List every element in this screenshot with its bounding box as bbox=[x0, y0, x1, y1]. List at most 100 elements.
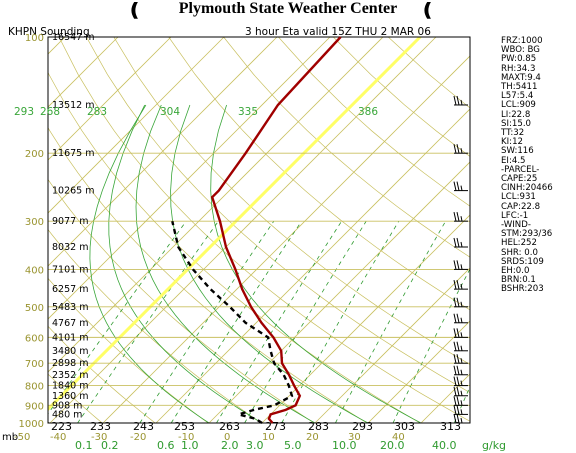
mixing-ratio-label: 1.0 bbox=[181, 439, 199, 452]
temperature-tick-label: -40 bbox=[50, 432, 66, 443]
index-line: WBO: BG bbox=[501, 45, 540, 56]
height-label: 3480 m bbox=[52, 346, 88, 357]
wind-barb bbox=[453, 297, 468, 308]
height-label: 4767 m bbox=[52, 318, 88, 329]
pressure-tick-label: 500 bbox=[25, 303, 44, 314]
valid-time-label: 3 hour Eta valid 15Z THU 2 MAR 06 bbox=[245, 26, 431, 38]
temperature-tick-label: -50 bbox=[14, 432, 30, 443]
height-label: 2898 m bbox=[52, 358, 88, 369]
isotherm-line bbox=[0, 37, 12, 423]
isotherm-line bbox=[367, 320, 470, 423]
height-label: 11675 m bbox=[52, 148, 95, 159]
dewpoint-line bbox=[171, 220, 294, 425]
dry-adiabat-line bbox=[113, 37, 470, 365]
theta-label: 335 bbox=[238, 106, 258, 118]
height-label: 1360 m bbox=[52, 391, 88, 402]
theta-label: 283 bbox=[87, 106, 107, 118]
isotherm-line bbox=[48, 37, 119, 108]
index-line: TH:5411 bbox=[501, 82, 538, 93]
temperature-line bbox=[210, 36, 342, 424]
wind-barb bbox=[453, 313, 468, 324]
wind-barb bbox=[453, 280, 468, 290]
height-label: 5483 m bbox=[52, 302, 88, 313]
index-line: MAXT:9.4 bbox=[501, 72, 541, 83]
isotherm-line bbox=[49, 37, 437, 423]
theta-bottom-label: 283 bbox=[308, 420, 329, 433]
pressure-tick-label: 1000 bbox=[19, 419, 44, 430]
theta-bottom-label: 273 bbox=[265, 420, 286, 433]
height-label: 8032 m bbox=[52, 242, 88, 253]
pressure-tick-label: 100 bbox=[25, 33, 44, 44]
index-line: STM:293/36 bbox=[501, 229, 553, 240]
moist-adiabat-line bbox=[135, 104, 316, 423]
pressure-tick-label: 800 bbox=[25, 382, 44, 393]
height-label: 13512 m bbox=[52, 100, 95, 111]
index-line: TT:32 bbox=[501, 128, 525, 139]
temperature-tick-label: 10 bbox=[262, 432, 275, 443]
temperature-tick-label: -10 bbox=[178, 432, 194, 443]
index-line: SRDS:109 bbox=[501, 256, 544, 267]
index-line: PW:0.85 bbox=[501, 54, 537, 65]
theta-bottom-label: 303 bbox=[394, 420, 415, 433]
height-label: 480 m bbox=[52, 409, 82, 420]
theta-label: 293 bbox=[14, 106, 34, 118]
index-line: EH:0.0 bbox=[501, 266, 530, 277]
dry-adiabat-line bbox=[86, 37, 470, 393]
wind-barb bbox=[453, 396, 468, 406]
height-label: 1840 m bbox=[52, 381, 88, 392]
theta-label: 304 bbox=[160, 106, 180, 118]
mixing-ratio-label: 0.1 bbox=[75, 439, 93, 452]
index-line: CAPE:25 bbox=[501, 174, 538, 185]
pressure-tick-label: 200 bbox=[25, 149, 44, 160]
height-label: 6257 m bbox=[52, 284, 88, 295]
wind-barb-layer bbox=[453, 95, 468, 424]
plot-area bbox=[0, 37, 470, 423]
wind-barb bbox=[453, 405, 468, 415]
mixing-ratio-line bbox=[77, 220, 219, 423]
index-line: HEL:252 bbox=[501, 238, 537, 249]
page-title: Plymouth State Weather Center bbox=[178, 0, 398, 17]
wind-barb bbox=[453, 95, 468, 106]
dry-adiabat-line bbox=[223, 37, 470, 258]
isotherm-line bbox=[48, 37, 384, 373]
index-line: LI:22.8 bbox=[501, 109, 531, 120]
theta-label: 386 bbox=[358, 106, 378, 118]
index-line: SHR: 0.0 bbox=[501, 247, 538, 258]
height-label: 2352 m bbox=[52, 370, 88, 381]
mixing-ratio-unit: g/kg bbox=[482, 439, 506, 452]
index-line: CINH:20466 bbox=[501, 183, 553, 194]
wind-barb bbox=[453, 354, 468, 364]
wind-barb bbox=[453, 260, 468, 270]
index-line: -PARCEL- bbox=[501, 164, 540, 175]
temperature-tick-label: 20 bbox=[306, 432, 319, 443]
wind-barb bbox=[453, 181, 468, 192]
wind-barb bbox=[453, 212, 468, 222]
height-label: 908 m bbox=[52, 400, 82, 411]
index-line: SI:15.0 bbox=[501, 118, 532, 129]
dry-adiabat-line bbox=[278, 37, 470, 207]
mixing-ratio-label: 10.0 bbox=[332, 439, 357, 452]
isotherm-line bbox=[261, 214, 470, 423]
isotherm-line bbox=[48, 37, 172, 161]
moist-adiabat-line bbox=[170, 104, 369, 423]
isotherm-line bbox=[314, 267, 470, 423]
index-line: -WIND- bbox=[501, 220, 531, 231]
dry-adiabat-line bbox=[58, 37, 470, 422]
left-flag-icon: ❪ bbox=[127, 0, 143, 20]
wind-barb bbox=[453, 341, 468, 352]
wind-barb bbox=[453, 144, 468, 154]
index-line: BRN:0.1 bbox=[501, 275, 536, 286]
theta-bottom-label: 243 bbox=[133, 420, 154, 433]
index-line: SW:116 bbox=[501, 146, 534, 157]
index-line: CAP:22.8 bbox=[501, 201, 541, 212]
theta-bottom-label: 223 bbox=[51, 420, 72, 433]
theta-bottom-label: 313 bbox=[440, 420, 461, 433]
wind-barb bbox=[453, 386, 468, 397]
dry-adiabat-line bbox=[48, 71, 421, 423]
theta-bottom-label: 293 bbox=[352, 420, 373, 433]
isotherm-line bbox=[48, 37, 278, 267]
isotherm-line bbox=[48, 37, 225, 214]
right-flag-icon: ❪ bbox=[420, 0, 436, 20]
index-line: LCL:931 bbox=[501, 192, 536, 203]
wind-barb bbox=[453, 365, 468, 376]
